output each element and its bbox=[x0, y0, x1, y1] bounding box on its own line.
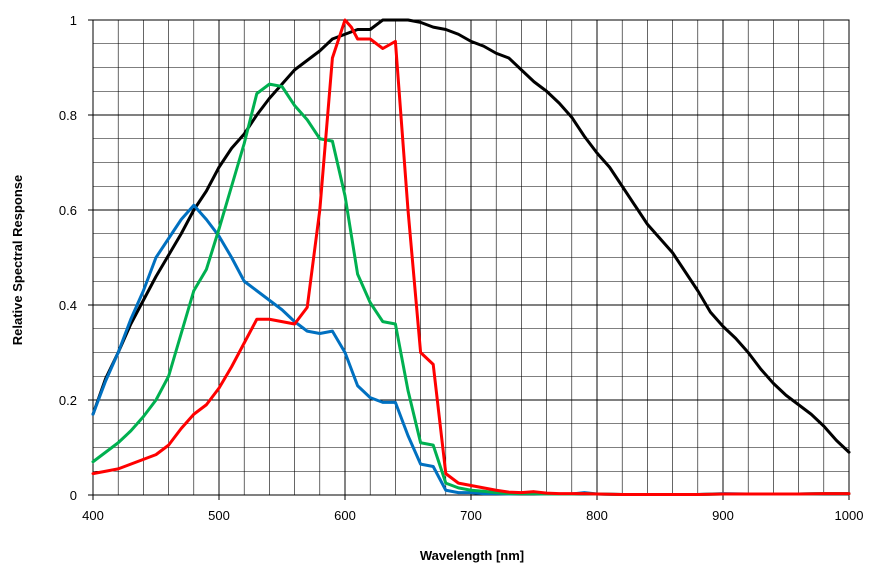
x-tick-label: 1000 bbox=[835, 508, 864, 523]
y-tick-label: 0.2 bbox=[59, 393, 77, 408]
x-tick-label: 500 bbox=[208, 508, 230, 523]
x-tick-label: 800 bbox=[586, 508, 608, 523]
y-tick-label: 0.8 bbox=[59, 108, 77, 123]
x-tick-label: 700 bbox=[460, 508, 482, 523]
x-tick-label: 400 bbox=[82, 508, 104, 523]
series-line-3 bbox=[91, 18, 851, 497]
series-line-0 bbox=[91, 18, 851, 454]
y-tick-label: 0.4 bbox=[59, 298, 77, 313]
y-tick-label: 0.6 bbox=[59, 203, 77, 218]
series-lines bbox=[91, 18, 851, 497]
grid bbox=[88, 19, 850, 500]
x-tick-label: 900 bbox=[712, 508, 734, 523]
x-axis-title: Wavelength [nm] bbox=[420, 548, 524, 563]
y-tick-label: 0 bbox=[70, 488, 77, 503]
x-tick-label: 600 bbox=[334, 508, 356, 523]
y-axis-title: Relative Spectral Response bbox=[10, 175, 25, 346]
tick-labels: 400 500 600 700 800 900 1000 0 0.2 0.4 0.6 0.8 1 bbox=[59, 13, 864, 523]
y-tick-label: 1 bbox=[70, 13, 77, 28]
